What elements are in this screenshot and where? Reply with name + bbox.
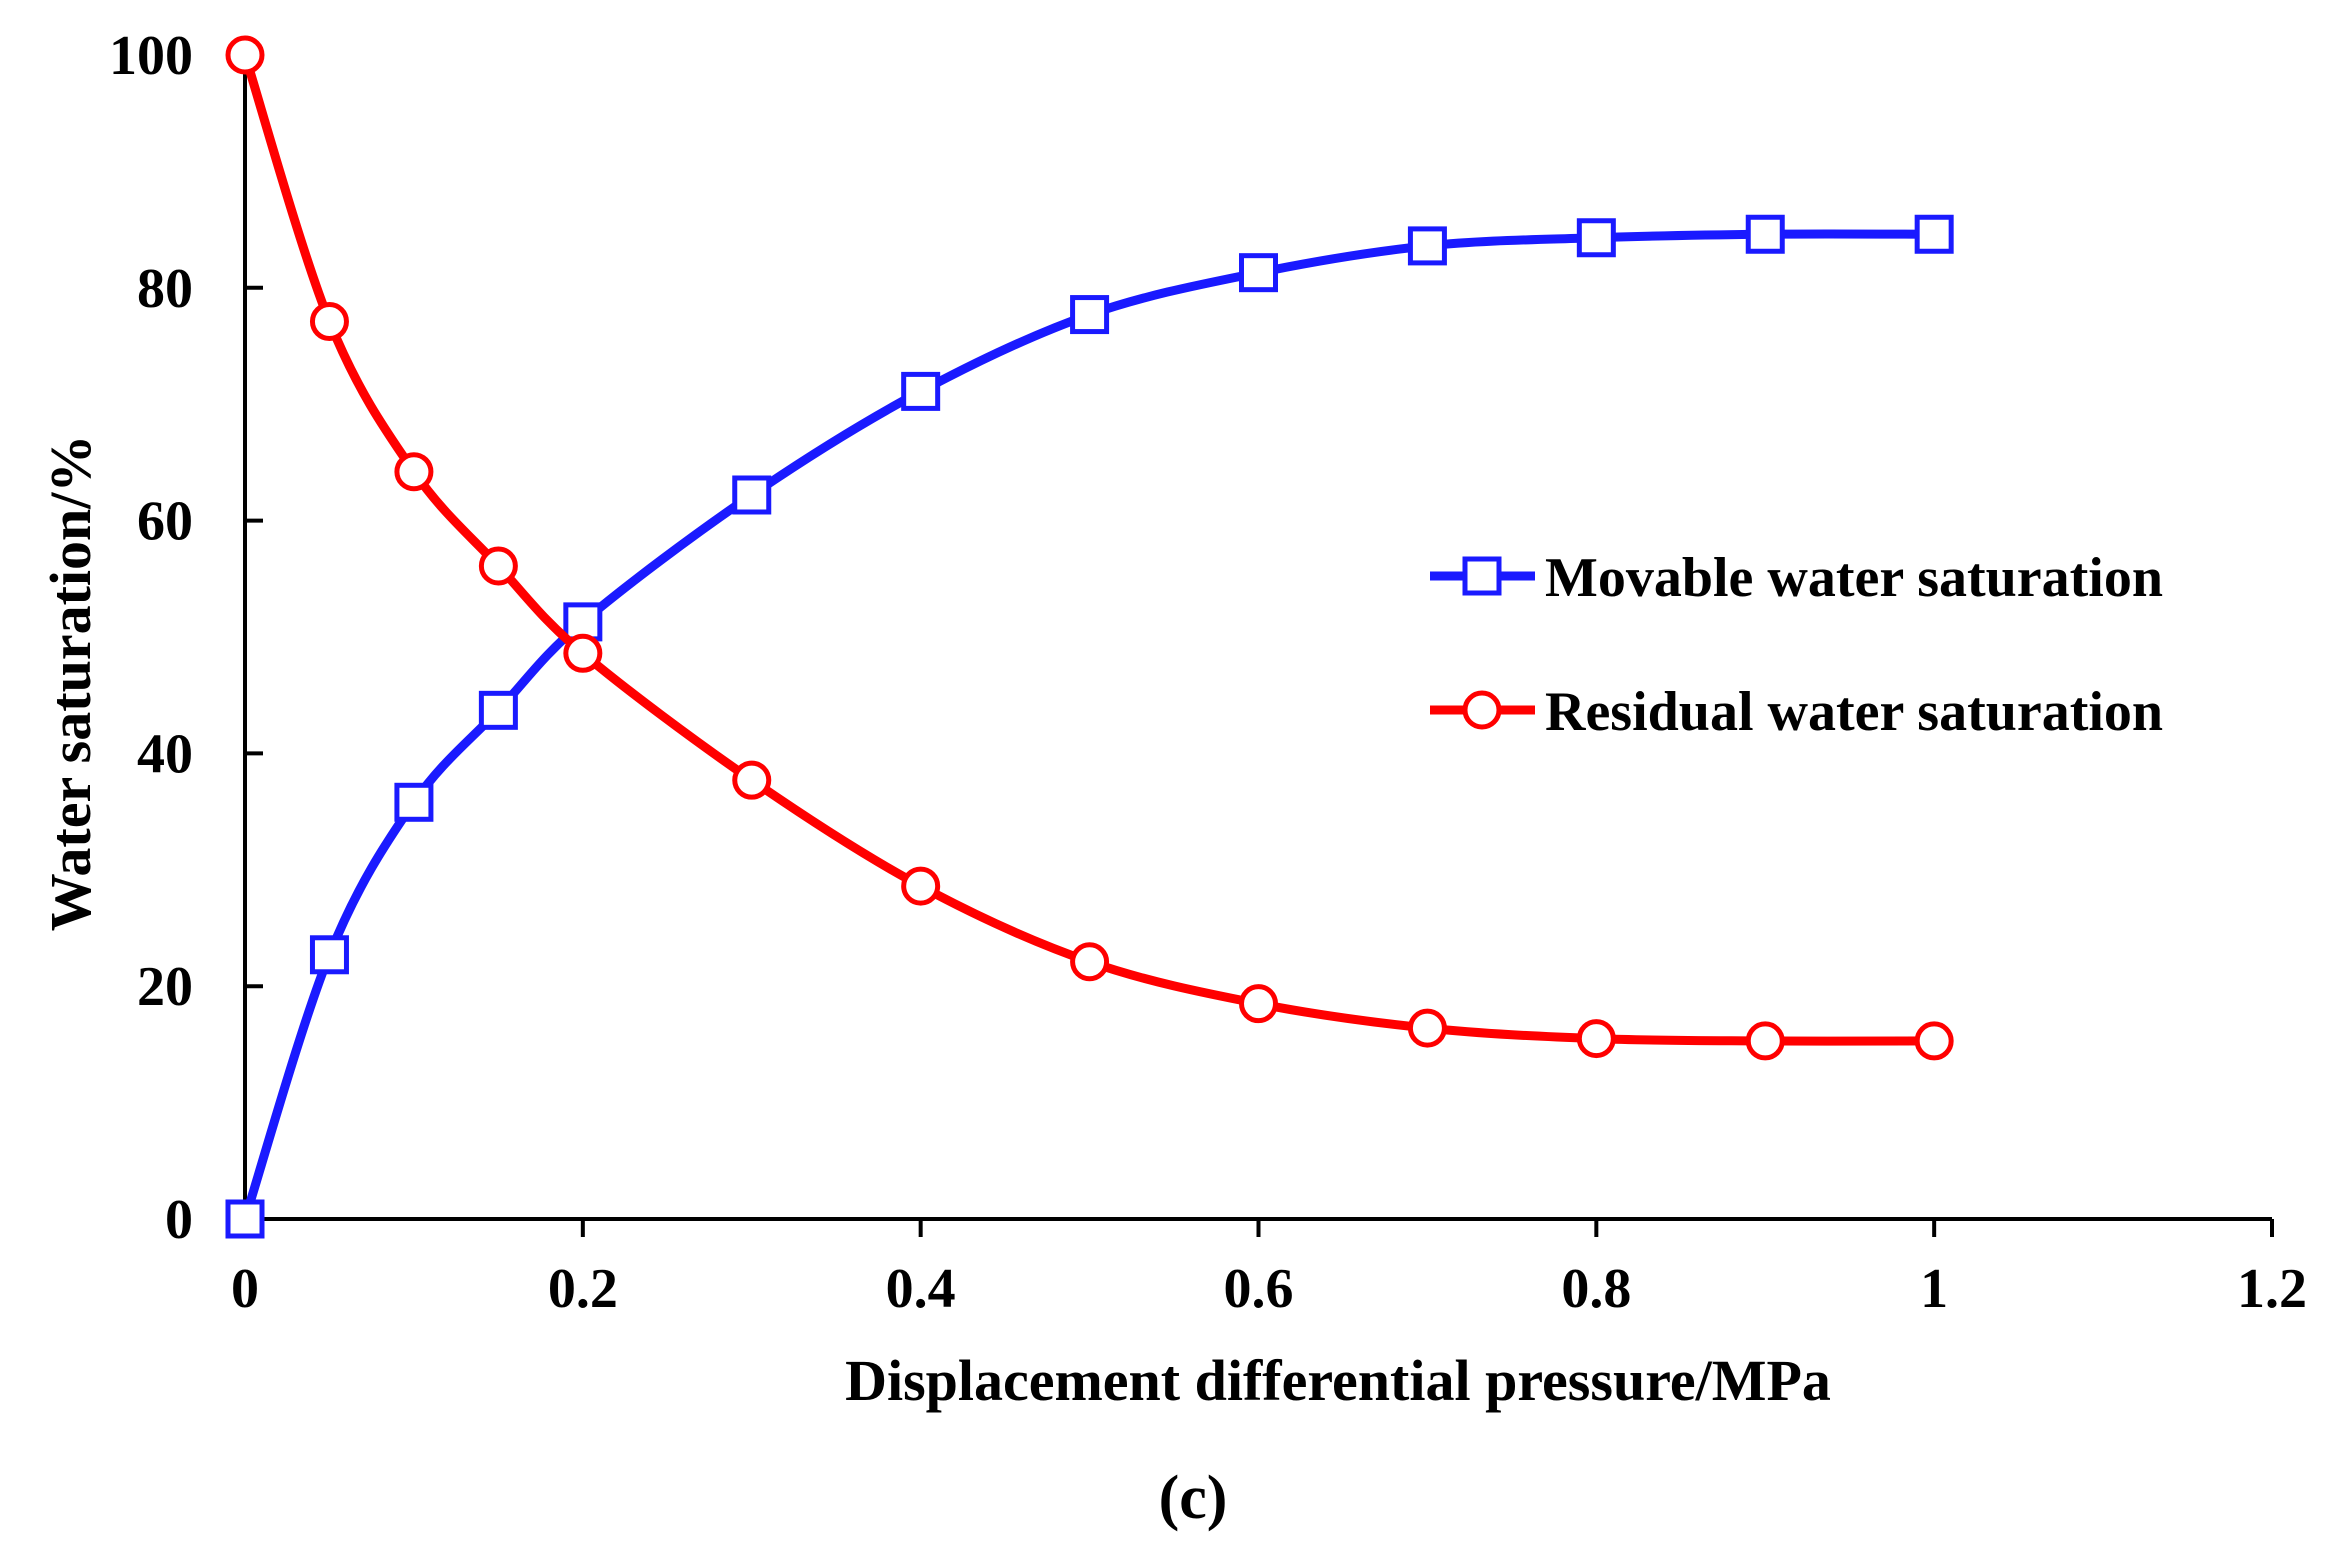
data-point-residual [478, 546, 518, 586]
legend-label-movable: Movable water saturation [1545, 547, 2163, 609]
x-tick-label: 0.8 [1561, 1258, 1631, 1320]
y-tick-label: 60 [137, 491, 193, 553]
data-point-residual [732, 760, 772, 800]
data-point-movable [1576, 218, 1616, 258]
x-tick-label: 0 [231, 1258, 259, 1320]
data-point-residual [394, 452, 434, 492]
series-layer [225, 35, 1954, 1239]
x-axis-title: Displacement differential pressure/MPa [845, 1348, 1831, 1413]
data-point-movable [1407, 226, 1447, 266]
data-point-movable [901, 371, 941, 411]
data-point-movable [309, 935, 349, 975]
data-point-residual [1914, 1021, 1954, 1061]
x-tick-label: 0.2 [548, 1258, 618, 1320]
x-tick-label: 1 [1920, 1258, 1948, 1320]
data-point-residual [1745, 1021, 1785, 1061]
legend-marker-residual [1462, 690, 1502, 730]
data-point-movable [1239, 253, 1278, 293]
figure-caption: (c) [1159, 1464, 1228, 1532]
x-tick-label: 1.2 [2237, 1258, 2307, 1320]
legend-label-residual: Residual water saturation [1545, 681, 2163, 743]
data-point-movable [1914, 214, 1954, 254]
data-point-movable [478, 690, 518, 730]
x-tick-label: 0.6 [1224, 1258, 1294, 1320]
data-point-residual [563, 633, 603, 673]
data-point-residual [1576, 1019, 1616, 1059]
y-tick-label: 40 [137, 723, 193, 785]
y-tick-label: 100 [109, 25, 193, 87]
data-point-movable [563, 602, 603, 642]
y-tick-label: 20 [137, 956, 193, 1018]
data-point-residual [225, 35, 265, 75]
data-point-residual [1407, 1008, 1447, 1048]
y-tick-label: 0 [165, 1189, 193, 1251]
axes [243, 55, 2272, 1221]
y-axis-title: Water saturation/% [38, 435, 103, 932]
y-tick-label: 80 [137, 258, 193, 320]
legend: Movable water saturation Residual water … [1430, 547, 2163, 743]
x-tick-label: 0.4 [886, 1258, 956, 1320]
data-point-residual [309, 302, 349, 342]
data-point-movable [732, 475, 772, 515]
data-point-movable [1070, 295, 1110, 335]
data-point-movable [1745, 214, 1785, 254]
data-point-residual [1070, 942, 1110, 982]
data-point-movable [394, 782, 434, 822]
data-point-residual [1239, 984, 1278, 1024]
legend-marker-movable [1462, 556, 1502, 596]
data-point-residual [901, 866, 941, 906]
data-point-movable [225, 1199, 265, 1239]
x-ticks: 0 0.2 0.4 0.6 0.8 1 1.2 [231, 1219, 2307, 1320]
y-ticks: 0 20 40 60 80 100 [109, 25, 263, 1251]
